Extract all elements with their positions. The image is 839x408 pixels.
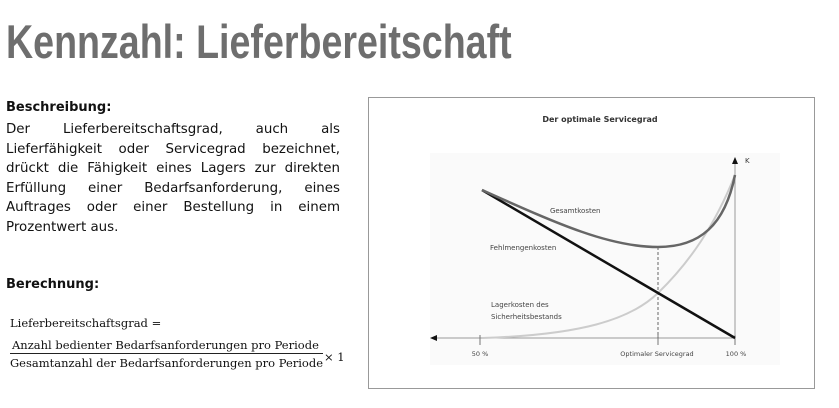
x-axis-arrow-icon — [430, 335, 437, 341]
page-title: Kennzahl: Lieferbereitschaft — [6, 15, 512, 68]
label-storage-2: Sicherheitsbestands — [491, 313, 562, 321]
formula-denominator: Gesamtanzahl der Bedarfsanforderungen pr… — [10, 356, 324, 370]
label-total: Gesamtkosten — [550, 207, 600, 215]
diagram-title: Der optimale Servicegrad — [542, 115, 658, 124]
y-axis-arrow-icon — [732, 157, 738, 164]
calculation-heading: Berechnung: — [6, 277, 100, 292]
total-cost-curve — [481, 174, 737, 249]
description-text: Der Lieferbereitschaftsgrad, auch als Li… — [6, 122, 340, 235]
tick-label-optimal: Optimaler Servicegrad — [620, 350, 693, 358]
formula-numerator: Anzahl bedienter Bedarfsanforderungen pr… — [10, 338, 324, 354]
label-shortage: Fehlmengenkosten — [490, 244, 556, 252]
tick-label-100: 100 % — [726, 350, 747, 358]
formula-lhs: Lieferbereitschaftsgrad = — [10, 316, 162, 330]
tick-label-50: 50 % — [472, 350, 489, 358]
description-heading: Beschreibung: — [6, 100, 112, 115]
formula-multiplier: × 1 — [324, 350, 345, 364]
y-axis-label: K — [745, 157, 750, 165]
formula-fraction: Anzahl bedienter Bedarfsanforderungen pr… — [10, 338, 324, 370]
shortage-cost-line — [481, 188, 736, 340]
label-storage-1: Lagerkosten des — [491, 301, 549, 309]
